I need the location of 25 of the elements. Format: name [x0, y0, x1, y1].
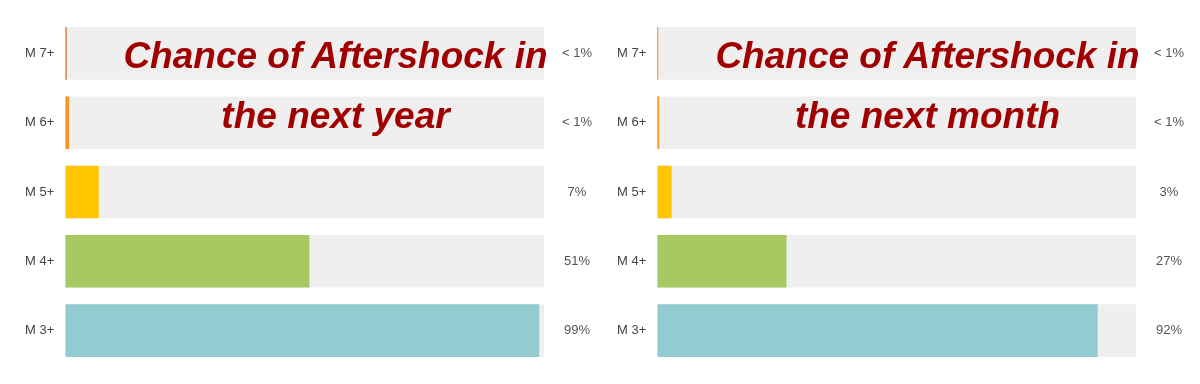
- y-tick-label: M 4+: [617, 252, 647, 268]
- data-label: 3%: [1159, 183, 1179, 199]
- data-label: < 1%: [562, 45, 593, 61]
- data-label: 51%: [563, 252, 591, 268]
- y-tick-label: M 4+: [25, 252, 55, 268]
- bar: [65, 165, 99, 219]
- y-tick-label: M 7+: [25, 45, 55, 61]
- text: Chance of Aftershock in the next month: [714, 34, 1141, 138]
- data-label: < 1%: [1154, 114, 1185, 130]
- y-tick-label: M 3+: [617, 322, 647, 338]
- y-tick-label: M 5+: [25, 183, 55, 199]
- y-tick-label: M 7+: [617, 45, 647, 61]
- y-tick-label: M 3+: [25, 322, 55, 338]
- bar: [65, 304, 540, 357]
- data-label: < 1%: [562, 114, 593, 130]
- data-label: 92%: [1155, 322, 1183, 338]
- y-tick-label: M 5+: [617, 183, 647, 199]
- data-label: 99%: [563, 322, 591, 338]
- y-tick-label: M 6+: [617, 114, 647, 130]
- data-label: < 1%: [1154, 45, 1185, 61]
- data-label: 7%: [567, 183, 587, 199]
- y-tick-label: M 6+: [25, 114, 55, 130]
- bar: [657, 165, 672, 219]
- data-label: 27%: [1155, 252, 1183, 268]
- text: Chance of Aftershock in the next year: [122, 34, 549, 138]
